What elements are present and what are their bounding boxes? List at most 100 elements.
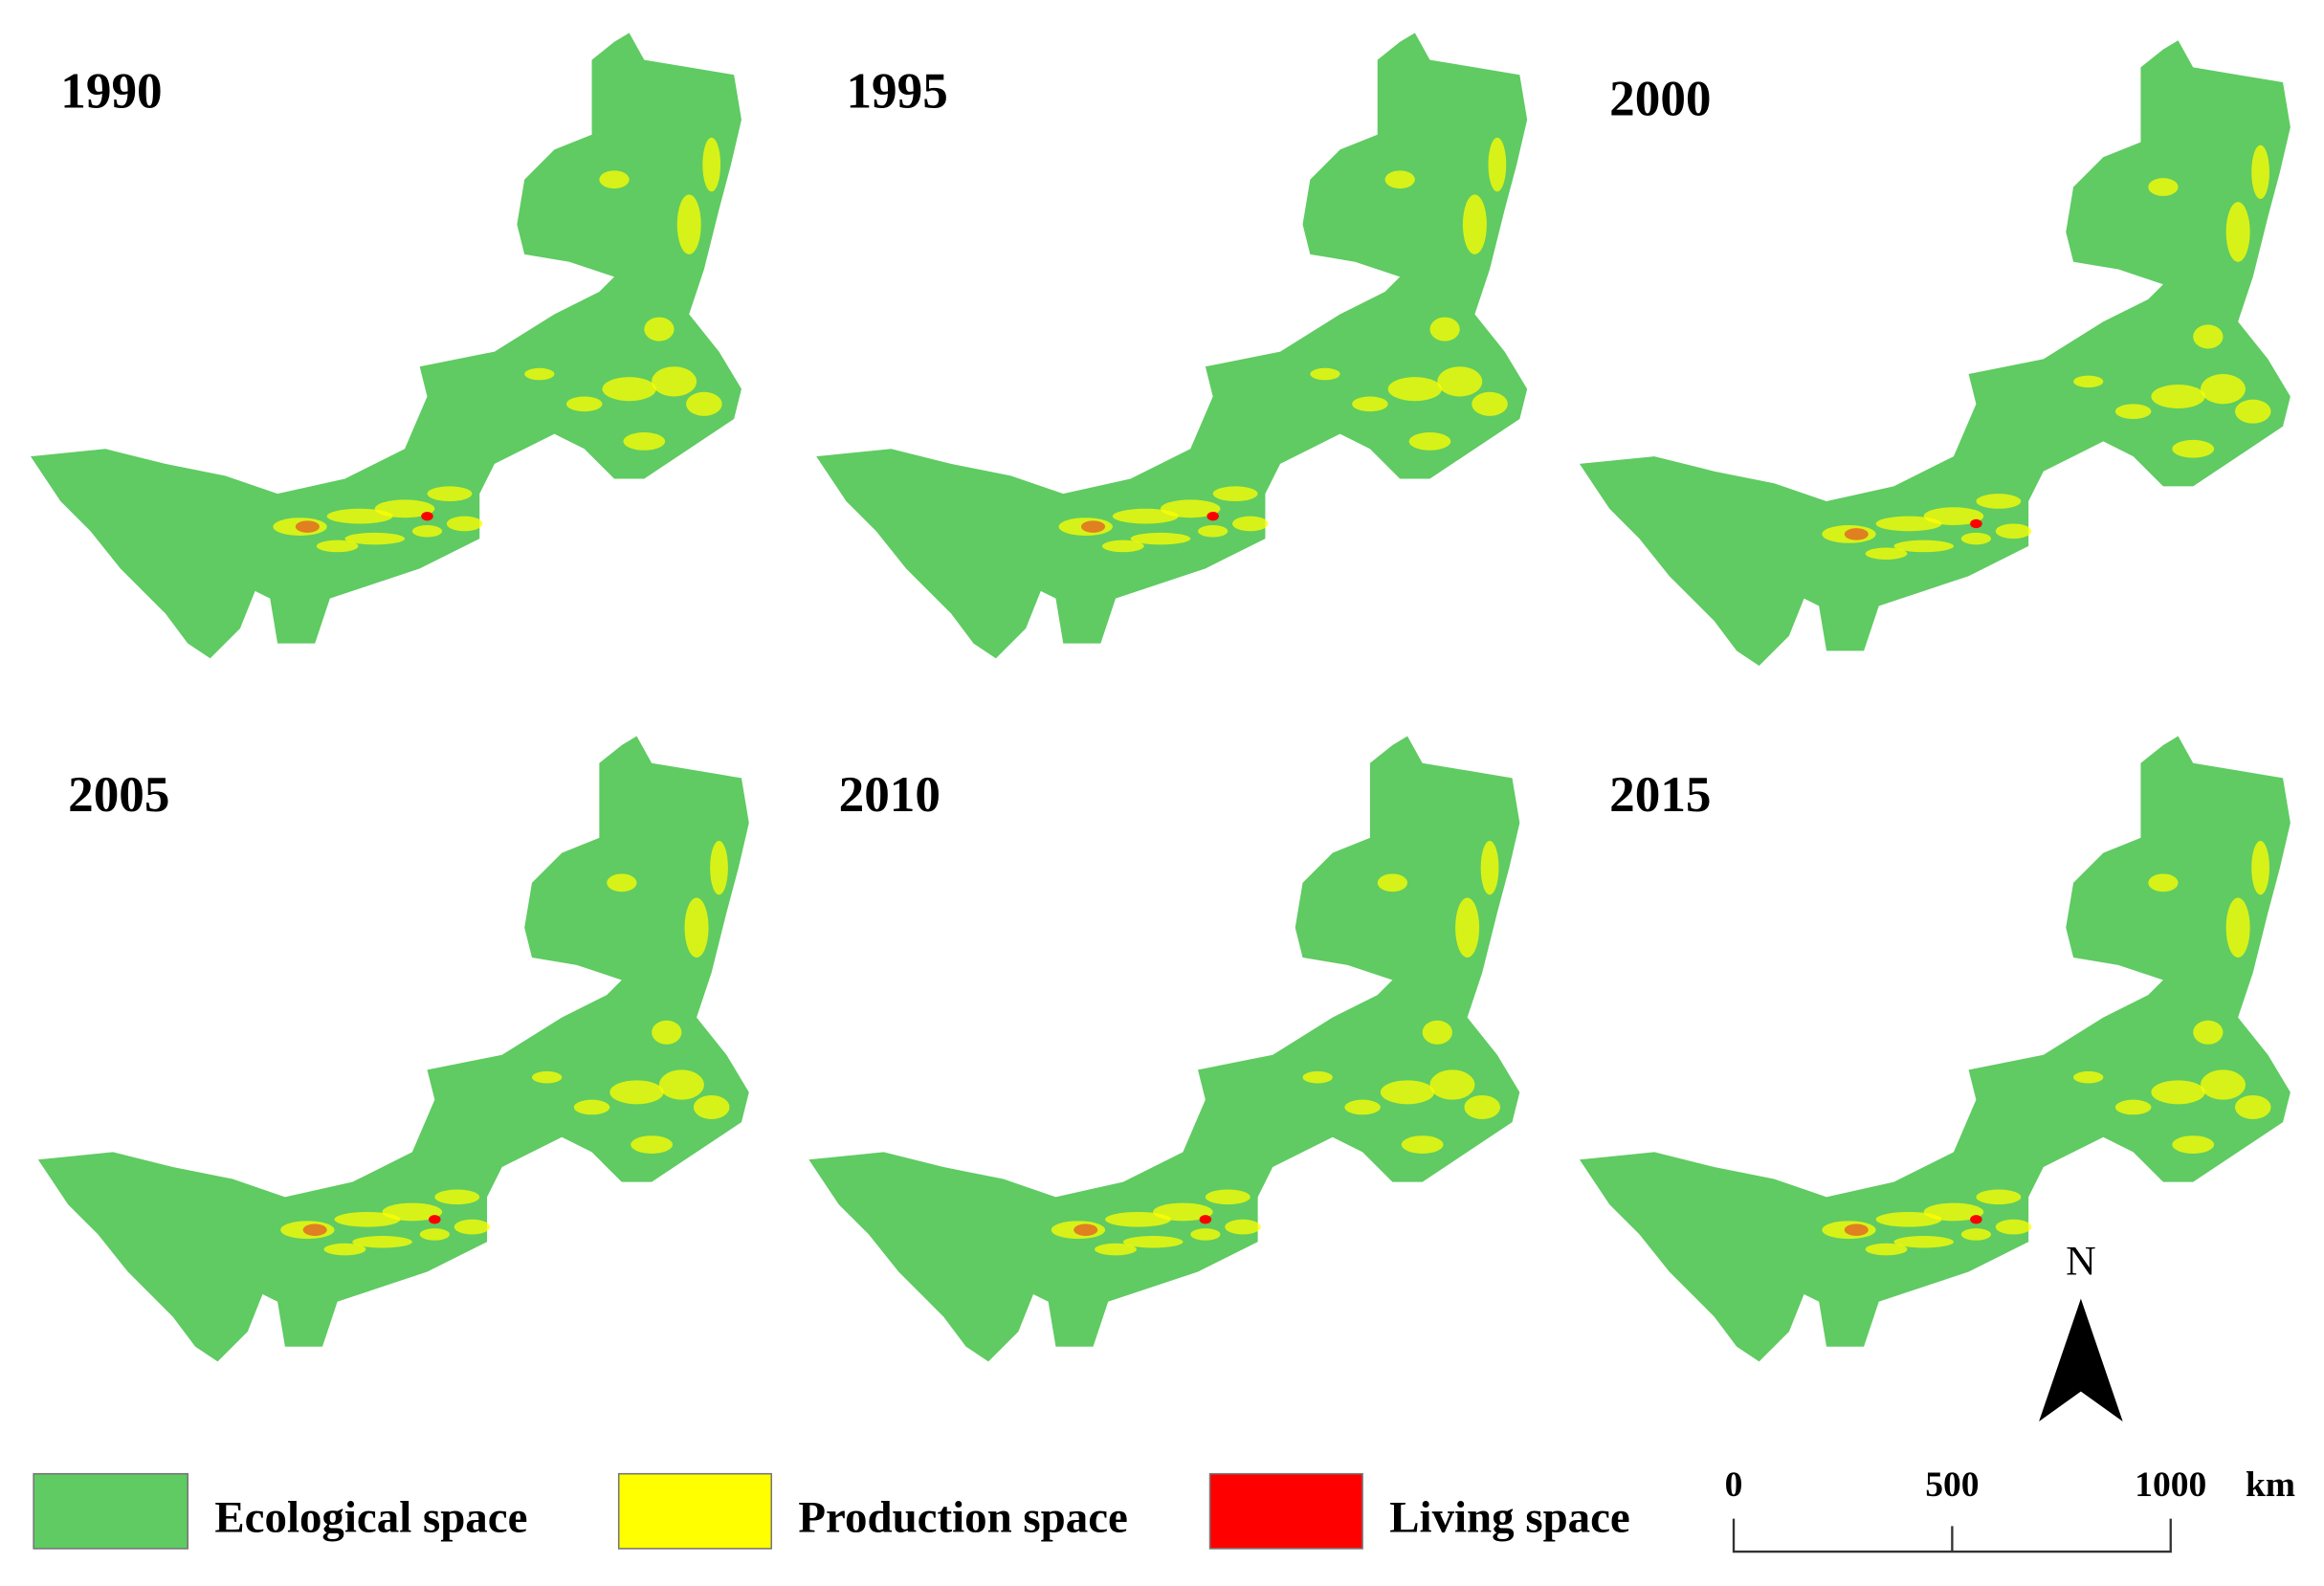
living-patch — [295, 520, 320, 533]
production-patch — [1377, 873, 1408, 892]
production-patch — [1923, 507, 1984, 526]
legend-swatch — [617, 1472, 773, 1550]
production-patch — [524, 367, 555, 381]
living-patch — [1844, 1223, 1869, 1236]
production-patch — [1480, 841, 1499, 895]
production-patch — [2148, 178, 2179, 196]
production-patch — [676, 194, 701, 254]
production-patch — [411, 525, 443, 538]
production-patch — [427, 486, 473, 501]
production-patch — [1960, 532, 1992, 545]
production-patch — [1455, 897, 1480, 958]
production-patch — [2172, 1135, 2215, 1154]
scale-bar: 0 500 1000 km — [1725, 1465, 2295, 1553]
production-patch — [652, 1020, 682, 1045]
production-patch — [1344, 1099, 1381, 1115]
production-patch — [1464, 1094, 1500, 1119]
production-patch — [686, 391, 722, 416]
production-patch — [1101, 540, 1144, 553]
living-patch — [421, 511, 433, 521]
scale-unit: km — [2246, 1465, 2295, 1505]
production-patch — [1310, 367, 1340, 381]
production-patch — [1302, 1070, 1333, 1084]
production-patch — [419, 1228, 450, 1241]
production-patch — [434, 1189, 480, 1205]
production-patch — [644, 317, 675, 341]
production-patch — [1380, 1080, 1435, 1105]
production-patch — [607, 873, 637, 892]
scale-line — [1732, 1518, 2172, 1553]
legend-swatch — [33, 1472, 189, 1550]
map-panel: 2000 — [1579, 40, 2291, 667]
production-patch — [1422, 1020, 1452, 1045]
production-patch — [344, 532, 406, 545]
production-patch — [1960, 1228, 1992, 1241]
map-panel: 1995 — [816, 33, 1528, 659]
production-patch — [374, 499, 435, 518]
living-patch — [1844, 528, 1869, 540]
production-patch — [710, 841, 728, 895]
north-label: N — [2066, 1239, 2096, 1285]
living-patch — [1199, 1215, 1212, 1224]
region — [1579, 40, 2291, 667]
production-patch — [1976, 494, 2022, 509]
production-patch — [2114, 1099, 2152, 1115]
production-patch — [2201, 374, 2246, 405]
production-patch — [2234, 399, 2271, 424]
production-patch — [1408, 432, 1451, 451]
production-patch — [1429, 317, 1460, 341]
production-patch — [2073, 1070, 2104, 1084]
production-patch — [2172, 439, 2215, 458]
production-patch — [623, 432, 666, 451]
map-panels: 1990 1995 2000 2005 2010 2015 — [31, 33, 2291, 1362]
scale-label: 0 — [1725, 1465, 1743, 1505]
production-patch — [1384, 170, 1415, 189]
production-patch — [2225, 202, 2250, 262]
living-patch — [1206, 511, 1219, 521]
production-patch — [323, 1243, 366, 1256]
production-patch — [2114, 404, 2152, 419]
living-patch — [302, 1223, 327, 1236]
production-patch — [1865, 547, 1908, 560]
year-label: 2015 — [1609, 766, 1711, 823]
production-patch — [1387, 377, 1442, 402]
production-patch — [1875, 516, 1942, 532]
production-patch — [573, 1099, 610, 1115]
production-patch — [352, 1235, 412, 1248]
living-patch — [1073, 1223, 1098, 1236]
map-panel: 1990 — [31, 33, 741, 659]
region — [816, 33, 1528, 659]
production-patch — [2251, 144, 2269, 200]
region — [37, 736, 749, 1362]
production-patch — [2151, 384, 2205, 409]
scale-label: 500 — [1925, 1465, 1979, 1505]
map-panel: 2005 — [37, 736, 749, 1362]
production-patch — [602, 377, 656, 402]
year-label: 1990 — [60, 63, 162, 120]
production-patch — [684, 897, 709, 958]
production-patch — [1893, 540, 1954, 553]
region — [31, 33, 741, 659]
production-patch — [326, 508, 393, 524]
map-panel: 2015 — [1579, 736, 2291, 1362]
legend-label: Living space — [1389, 1493, 1630, 1543]
production-patch — [1472, 391, 1508, 416]
region — [808, 736, 1520, 1362]
living-patch — [1081, 520, 1106, 533]
production-patch — [2148, 873, 2179, 892]
year-label: 2010 — [839, 766, 941, 823]
production-patch — [1995, 1219, 2032, 1235]
living-patch — [429, 1215, 441, 1224]
production-patch — [334, 1211, 401, 1227]
legend-label: Production space — [798, 1493, 1127, 1543]
production-patch — [702, 137, 721, 192]
production-patch — [1976, 1189, 2022, 1205]
production-patch — [631, 1135, 674, 1154]
production-patch — [1865, 1243, 1908, 1256]
production-patch — [599, 170, 630, 189]
production-patch — [1212, 486, 1258, 501]
production-patch — [2251, 841, 2269, 895]
legend-swatch — [1208, 1472, 1363, 1550]
map-panel: 2010 — [808, 736, 1520, 1362]
